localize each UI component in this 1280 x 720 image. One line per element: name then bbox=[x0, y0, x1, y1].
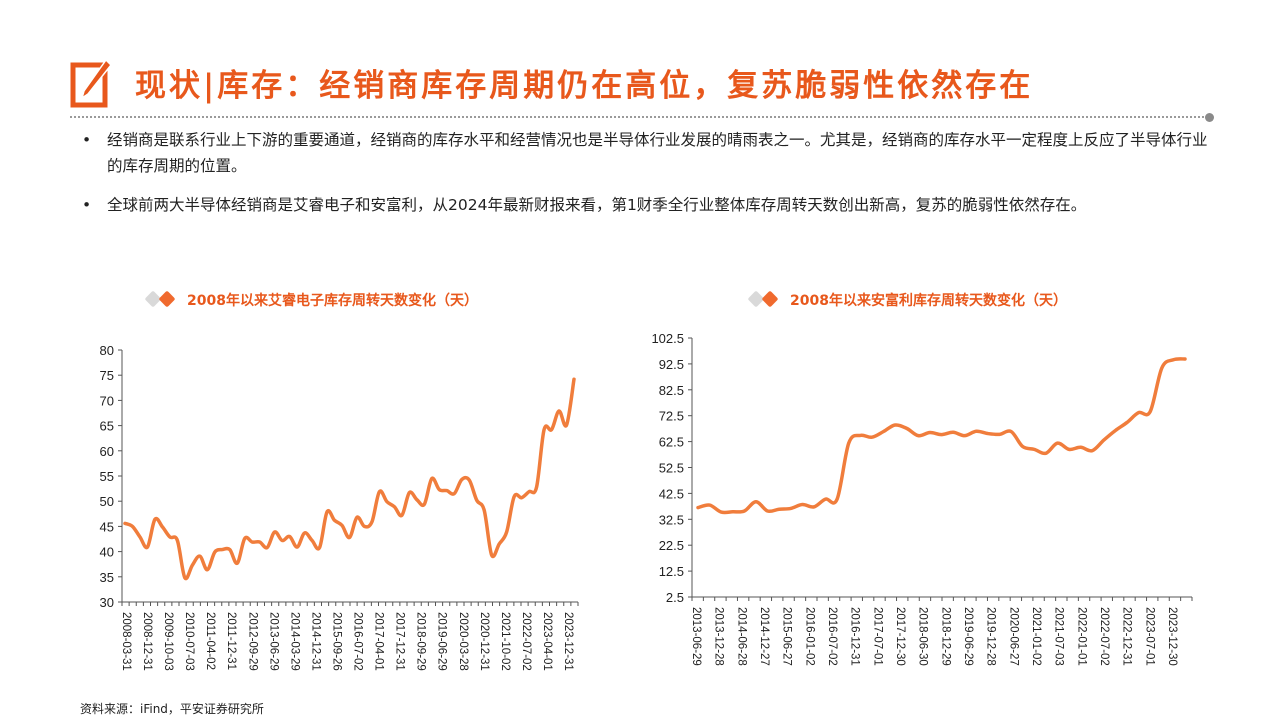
x-tick-label: 2012-09-29 bbox=[246, 612, 258, 671]
y-tick-label: 62.5 bbox=[659, 435, 684, 450]
bullet-text: 全球前两大半导体经销商是艾睿电子和安富利，从2024年最新财报来看，第1财季全行… bbox=[107, 196, 1087, 214]
x-tick-label: 2017-12-31 bbox=[394, 612, 406, 671]
y-tick-label: 12.5 bbox=[659, 564, 684, 579]
x-tick-label: 2015-09-26 bbox=[330, 612, 342, 671]
y-tick-label: 50 bbox=[100, 494, 114, 509]
bullet-list: • 经销商是联系行业上下游的重要通道，经销商的库存水平和经营情况也是半导体行业发展… bbox=[80, 127, 1210, 231]
x-tick-label: 2008-12-31 bbox=[141, 612, 153, 671]
x-tick-label: 2016-07-02 bbox=[826, 607, 838, 666]
x-tick-label: 2011-12-31 bbox=[225, 612, 237, 670]
x-tick-label: 2015-06-27 bbox=[781, 607, 793, 666]
x-tick-label: 2020-03-28 bbox=[457, 612, 469, 671]
x-tick-label: 2020-12-31 bbox=[478, 612, 490, 671]
x-tick-label: 2022-01-01 bbox=[1075, 607, 1087, 666]
chart-title-text: 2008年以来安富利库存周转天数变化（天） bbox=[790, 293, 1067, 309]
chart-title-text: 2008年以来艾睿电子库存周转天数变化（天） bbox=[187, 293, 478, 309]
y-tick-label: 70 bbox=[100, 393, 114, 408]
x-tick-label: 2023-04-01 bbox=[541, 612, 553, 671]
x-tick-label: 2011-04-02 bbox=[204, 612, 216, 670]
x-tick-label: 2016-01-02 bbox=[803, 607, 815, 666]
diamond-icon bbox=[747, 290, 782, 309]
x-tick-label: 2013-06-29 bbox=[267, 612, 279, 671]
series-line bbox=[696, 357, 1187, 515]
x-tick-label: 2018-06-30 bbox=[917, 607, 929, 666]
y-tick-label: 42.5 bbox=[659, 486, 684, 501]
y-tick-label: 82.5 bbox=[659, 383, 684, 398]
x-tick-label: 2013-06-29 bbox=[690, 607, 702, 666]
x-tick-label: 2021-07-03 bbox=[1053, 607, 1065, 666]
y-tick-label: 22.5 bbox=[659, 538, 684, 553]
x-tick-label: 2020-06-27 bbox=[1007, 607, 1019, 666]
title-divider bbox=[70, 116, 1208, 118]
bullet-item: • 全球前两大半导体经销商是艾睿电子和安富利，从2024年最新财报来看，第1财季全… bbox=[82, 196, 1087, 214]
x-tick-label: 2023-12-31 bbox=[562, 612, 574, 671]
x-tick-label: 2017-07-01 bbox=[871, 607, 883, 666]
x-tick-label: 2018-12-29 bbox=[939, 607, 951, 666]
page-title: 现状|库存：经销商库存周期仍在高位，复苏脆弱性依然存在 bbox=[135, 68, 1034, 104]
x-tick-label: 2021-01-02 bbox=[1030, 607, 1042, 666]
arrow-inventory-chart: 30 35 40 45 50 55 60 65 70 75 80 2008-03-31 2008-12-… bbox=[100, 343, 579, 671]
x-tick-label: 2016-12-31 bbox=[849, 607, 861, 666]
y-tick-label: 75 bbox=[100, 368, 114, 383]
x-tick-label: 2014-06-28 bbox=[735, 607, 747, 666]
pencil-note-icon bbox=[70, 58, 112, 108]
x-tick-label: 2013-12-28 bbox=[713, 607, 725, 666]
y-tick-label: 92.5 bbox=[659, 357, 684, 372]
y-tick-label: 55 bbox=[100, 469, 114, 484]
chart-title-arrow: 2008年以来艾睿电子库存周转天数变化（天） bbox=[144, 290, 478, 310]
avnet-inventory-chart: 2.5 12.5 22.5 32.5 42.5 52.5 62.5 72.5 82.5 92.5 1… bbox=[651, 331, 1193, 666]
y-tick-label: 35 bbox=[100, 570, 114, 585]
y-tick-label: 65 bbox=[100, 419, 114, 434]
x-tick-label: 2014-12-27 bbox=[758, 607, 770, 666]
x-tick-label: 2022-07-02 bbox=[1098, 607, 1110, 666]
series-line bbox=[123, 377, 576, 581]
x-tick-label: 2023-12-30 bbox=[1166, 607, 1178, 666]
source-note: 资料来源：iFind，平安证券研究所 bbox=[80, 702, 264, 716]
x-tick-label: 2019-06-29 bbox=[962, 607, 974, 666]
chart-title-avnet: 2008年以来安富利库存周转天数变化（天） bbox=[747, 290, 1067, 310]
bullet-item: • 经销商是联系行业上下游的重要通道，经销商的库存水平和经营情况也是半导体行业发展… bbox=[82, 131, 1208, 175]
y-tick-label: 40 bbox=[100, 545, 114, 560]
x-tick-label: 2014-12-31 bbox=[309, 612, 321, 671]
y-tick-label: 30 bbox=[100, 595, 114, 610]
x-tick-label: 2016-07-02 bbox=[352, 612, 364, 671]
x-tick-label: 2014-03-29 bbox=[288, 612, 300, 671]
x-tick-label: 2019-12-28 bbox=[985, 607, 997, 666]
diamond-icon bbox=[144, 290, 179, 309]
y-tick-label: 102.5 bbox=[651, 331, 684, 346]
y-tick-label: 45 bbox=[100, 519, 114, 534]
bullet-text: 经销商是联系行业上下游的重要通道，经销商的库存水平和经营情况也是半导体行业发展的… bbox=[107, 131, 1208, 175]
divider-end-dot bbox=[1205, 113, 1214, 122]
y-tick-label: 2.5 bbox=[666, 590, 684, 605]
y-tick-label: 32.5 bbox=[659, 512, 684, 527]
y-tick-label: 80 bbox=[100, 343, 114, 358]
x-tick-label: 2022-07-02 bbox=[520, 612, 532, 671]
x-tick-label: 2022-12-31 bbox=[1121, 607, 1133, 666]
x-tick-label: 2018-09-29 bbox=[415, 612, 427, 671]
y-tick-label: 60 bbox=[100, 444, 114, 459]
x-tick-label: 2019-06-29 bbox=[436, 612, 448, 671]
x-tick-label: 2009-10-03 bbox=[162, 612, 174, 671]
x-tick-label: 2017-12-30 bbox=[894, 607, 906, 666]
y-tick-label: 52.5 bbox=[659, 461, 684, 476]
x-tick-label: 2017-04-01 bbox=[373, 612, 385, 671]
x-tick-label: 2010-07-03 bbox=[183, 612, 195, 671]
x-tick-label: 2023-07-01 bbox=[1143, 607, 1155, 666]
y-tick-label: 72.5 bbox=[659, 409, 684, 424]
x-tick-label: 2008-03-31 bbox=[120, 612, 132, 671]
x-tick-label: 2021-10-02 bbox=[499, 612, 511, 671]
